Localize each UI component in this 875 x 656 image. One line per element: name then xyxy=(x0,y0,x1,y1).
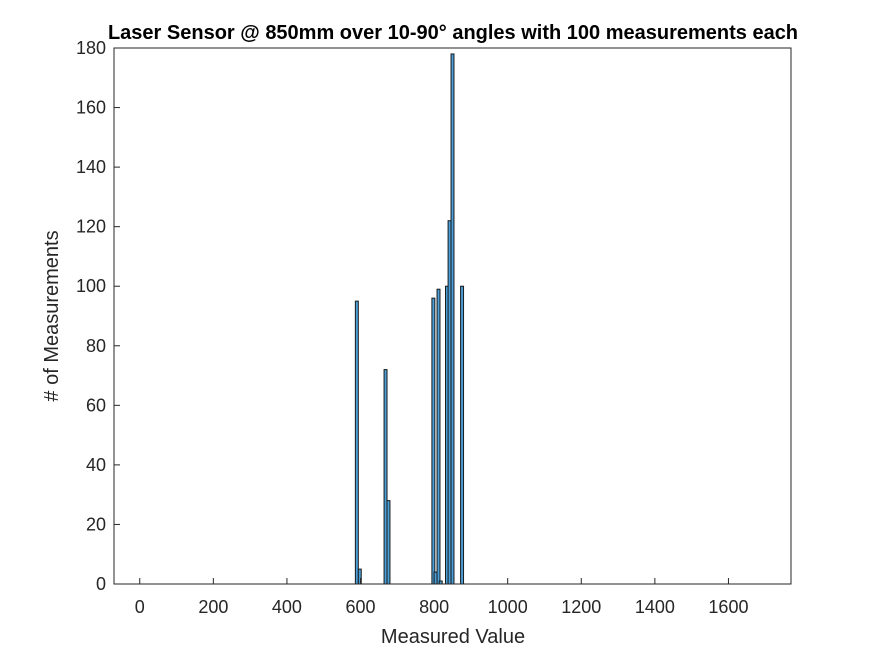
histogram-bar xyxy=(460,285,465,585)
x-axis-label: Measured Value xyxy=(381,626,525,648)
y-tick-label: 160 xyxy=(76,98,106,118)
x-tick-label: 400 xyxy=(272,597,302,617)
histogram-bar xyxy=(436,288,441,585)
axes-box xyxy=(113,47,792,585)
x-tick-label: 1000 xyxy=(488,597,528,617)
y-tick-label: 60 xyxy=(86,395,106,415)
y-tick-label: 120 xyxy=(76,217,106,237)
y-axis-label: # of Measurements xyxy=(41,230,63,401)
y-tick-label: 180 xyxy=(76,38,106,58)
x-tick-label: 200 xyxy=(198,597,228,617)
histogram-bar xyxy=(354,300,359,585)
histogram-bar xyxy=(450,53,455,585)
y-axis-ticks: 0 20 40 60 80 100 120 140 160 180 xyxy=(76,38,120,594)
x-tick-label: 800 xyxy=(419,597,449,617)
chart-title: Laser Sensor @ 850mm over 10-90° angles … xyxy=(108,22,798,44)
y-tick-label: 20 xyxy=(86,514,106,534)
x-tick-label: 0 xyxy=(135,597,145,617)
x-tick-label: 1600 xyxy=(708,597,748,617)
y-tick-label: 80 xyxy=(86,336,106,356)
x-tick-label: 1200 xyxy=(561,597,601,617)
y-tick-label: 100 xyxy=(76,276,106,296)
histogram-bar xyxy=(386,500,391,585)
y-tick-label: 40 xyxy=(86,455,106,475)
histogram-bar xyxy=(431,297,436,585)
x-tick-label: 1400 xyxy=(635,597,675,617)
x-axis-ticks: 0 200 400 600 800 1000 1200 1400 1600 xyxy=(135,578,748,617)
x-tick-label: 600 xyxy=(345,597,375,617)
y-tick-label: 140 xyxy=(76,157,106,177)
bars-group xyxy=(354,53,465,585)
y-tick-label: 0 xyxy=(96,574,106,594)
